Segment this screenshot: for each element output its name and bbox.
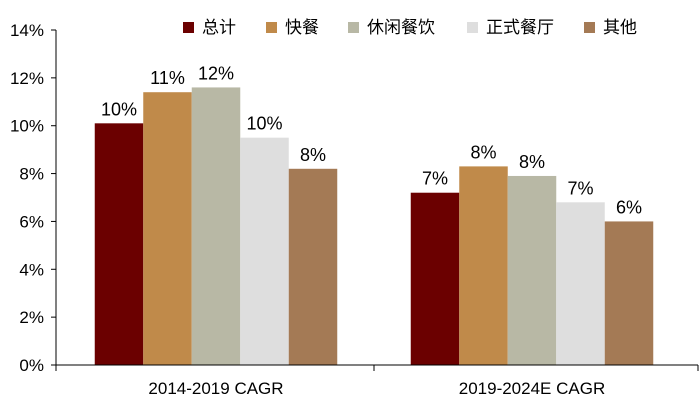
data-label-4-2: 7% (567, 178, 593, 198)
bar-2-2 (459, 166, 508, 365)
y-tick-label-3: 6% (19, 212, 44, 231)
bar-3-2 (507, 175, 557, 365)
y-axis: 0% 2% 4% 6% 8% 10% 12% 14% (10, 21, 57, 375)
legend-swatch-3 (348, 22, 359, 33)
data-label-3-1: 12% (198, 63, 234, 83)
y-tick-label-5: 10% (10, 117, 44, 136)
legend-label-1: 总计 (202, 18, 236, 38)
legend: 总计 快餐 休闲餐饮 正式餐厅 其他 (183, 18, 637, 38)
data-labels-group: 10% 7% 11% 8% 12% 8% 10% 7% 8% 6% (101, 63, 642, 217)
bars-group (94, 87, 654, 366)
bar-1-1 (94, 123, 144, 365)
y-tick-label-1: 2% (19, 308, 44, 327)
x-tick-label-2: 2019-2024E CAGR (459, 379, 605, 398)
data-label-5-2: 6% (616, 197, 642, 217)
y-tick-label-0: 0% (19, 356, 44, 375)
data-label-2-2: 8% (470, 142, 496, 162)
x-axis: 2014-2019 CAGR 2019-2024E CAGR (55, 364, 699, 398)
data-label-2-1: 11% (150, 68, 185, 88)
data-label-3-2: 8% (519, 152, 545, 172)
y-tick-label-2: 4% (19, 260, 44, 279)
legend-swatch-5 (584, 22, 595, 33)
data-label-5-1: 8% (300, 145, 326, 165)
data-label-1-2: 7% (422, 169, 448, 189)
y-tick-label-6: 12% (10, 69, 44, 88)
legend-label-4: 正式餐厅 (486, 18, 554, 38)
x-tick-label-1: 2014-2019 CAGR (148, 379, 283, 398)
data-label-4-1: 10% (246, 114, 282, 134)
bar-4-1 (240, 137, 289, 365)
bar-5-2 (604, 221, 654, 365)
y-tick-label-4: 8% (19, 165, 44, 184)
legend-label-5: 其他 (603, 18, 637, 38)
bar-3-1 (191, 87, 241, 366)
data-label-1-1: 10% (101, 99, 137, 119)
bar-4-2 (556, 202, 605, 365)
bar-5-1 (288, 168, 338, 365)
legend-swatch-2 (266, 22, 277, 33)
bar-2-1 (143, 92, 192, 366)
y-tick-label-7: 14% (10, 21, 44, 40)
legend-swatch-1 (183, 22, 194, 33)
legend-label-2: 快餐 (285, 18, 319, 38)
legend-label-3: 休闲餐饮 (367, 18, 435, 38)
legend-swatch-4 (467, 22, 478, 33)
bar-1-2 (410, 192, 460, 365)
